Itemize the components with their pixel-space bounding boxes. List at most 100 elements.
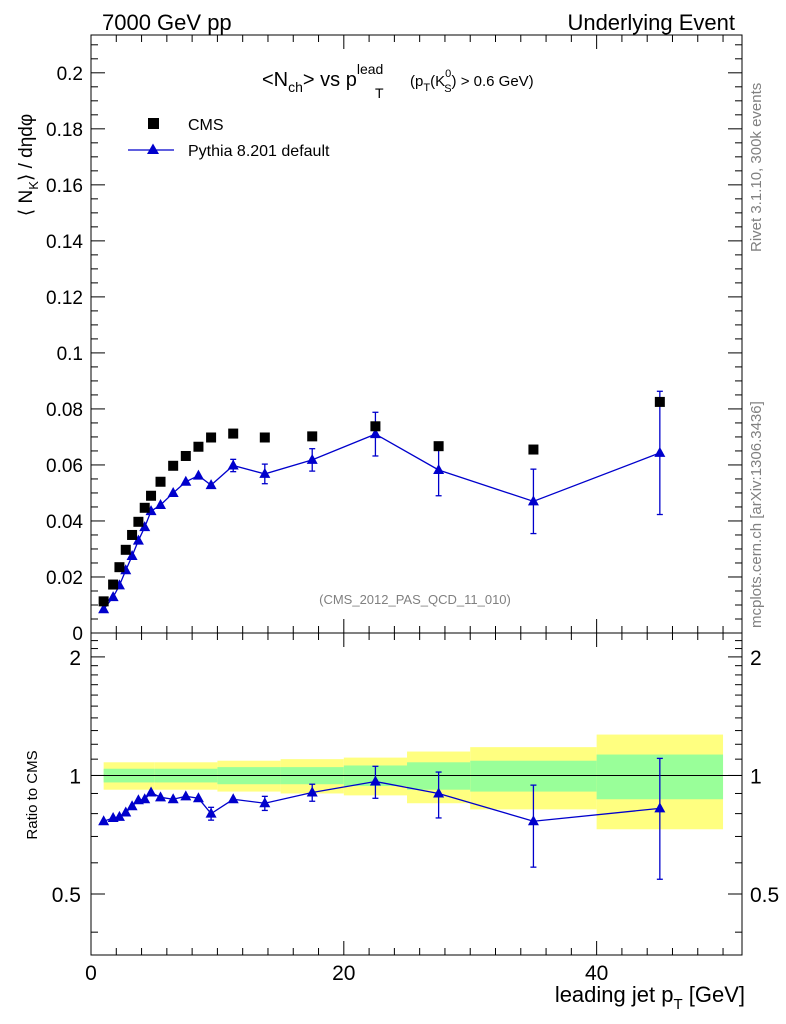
pythia-point: [205, 479, 217, 490]
cms-point: [98, 596, 109, 607]
ratio-pythia-point: [180, 790, 192, 801]
pythia-point: [155, 498, 167, 509]
ytick-label: 0.16: [46, 176, 83, 197]
ylabel-open: ⟨ N: [16, 190, 37, 216]
ytick-label: 0.1: [57, 344, 83, 365]
ratio-pythia-point: [306, 786, 318, 797]
ratio-axis-ticks: 0.5 0.51 12 20 20 40: [52, 633, 779, 985]
title-cut-sub: T: [423, 82, 430, 94]
pythia-point: [98, 603, 110, 614]
title-nch: <N: [262, 69, 288, 91]
xlabel-main: leading jet p: [555, 982, 674, 1007]
cms-point: [370, 421, 381, 432]
ratio-pythia-point: [155, 791, 167, 802]
pythia-point: [107, 591, 119, 602]
main-title: <Nch> vs plead: [262, 61, 383, 95]
title-cut-k: (K: [430, 73, 445, 90]
ytick-label: 0.2: [57, 64, 83, 85]
pythia-point: [126, 549, 138, 560]
cms-point: [206, 432, 217, 443]
ratio-ytick-label-right: 2: [750, 647, 762, 670]
ratio-xlabel: leading jet pT [GeV]: [555, 982, 745, 1013]
header-right: Underlying Event: [567, 10, 735, 35]
main-ylabel: ⟨ NK⟩ / dηdφ: [16, 114, 41, 216]
ratio-ytick-label: 2: [69, 647, 81, 670]
ratio-pythia-point: [527, 815, 539, 826]
ytick-label: 0.02: [46, 568, 83, 589]
pythia-point: [527, 495, 539, 506]
cms-point: [307, 431, 318, 442]
title-nch-sub: ch: [288, 79, 303, 95]
ratio-frame: [90, 632, 743, 956]
cms-point: [114, 562, 125, 573]
ratio-pythia-point: [227, 793, 239, 804]
ratio-pythia-point: [120, 806, 132, 817]
pythia-point: [167, 486, 179, 497]
title-vs: > vs p: [303, 69, 357, 91]
cms-point: [127, 529, 138, 540]
ratio-pythia-point: [654, 802, 666, 813]
ratio-panel: 0.5 0.51 12 20 20 40 Ratio to CMS leading jet…: [24, 632, 779, 1013]
title-cut-close: ) > 0.6 GeV): [452, 73, 534, 90]
title-cut-k-sup: 0: [445, 68, 451, 80]
main-panel: 00.020.040.060.080.10.120.140.160.180.2 …: [16, 34, 743, 645]
title-p-sup: lead: [357, 61, 383, 77]
cms-point: [120, 544, 131, 555]
legend-cms-marker: [148, 118, 159, 129]
header-left: 7000 GeV pp: [102, 10, 232, 35]
legend-pythia-label: Pythia 8.201 default: [188, 143, 330, 160]
ratio-pythia-point: [145, 786, 157, 797]
xtick-label: 40: [585, 962, 608, 985]
cms-point: [193, 441, 204, 452]
pythia-point: [369, 428, 381, 439]
pythia-point: [654, 446, 666, 457]
xtick-label: 0: [85, 962, 97, 985]
ratio-pythia-point: [167, 793, 179, 804]
ytick-label: 0.04: [46, 512, 83, 533]
title-cut-open: (p: [410, 73, 423, 90]
ylabel-sub: K: [26, 181, 41, 190]
pythia-point: [227, 459, 239, 470]
title-cut-k-sub: S: [444, 83, 451, 95]
pythia-point: [433, 463, 445, 474]
cms-point: [654, 396, 665, 407]
ratio-marks: [98, 757, 666, 880]
ratio-ylabel: Ratio to CMS: [24, 750, 41, 839]
cms-point: [139, 502, 150, 513]
ratio-pythia-point: [126, 800, 138, 811]
ratio-pythia-point: [259, 797, 271, 808]
cms-point: [528, 444, 539, 455]
legend-cms-label: CMS: [188, 117, 224, 134]
cms-point: [168, 460, 179, 471]
cms-point: [133, 516, 144, 527]
title-p-sub: T: [375, 85, 384, 101]
legend-pythia-marker: [147, 143, 159, 154]
xlabel-unit: [GeV]: [683, 982, 745, 1007]
cms-point: [259, 432, 270, 443]
title-cut: (pT(K0 S) > 0.6 GeV): [410, 68, 534, 95]
ratio-pythia-point: [139, 793, 151, 804]
cms-point: [146, 490, 157, 501]
ratio-ytick-label: 1: [69, 765, 81, 788]
cms-point: [155, 476, 166, 487]
ratio-ytick-label-right: 1: [750, 765, 762, 788]
pythia-point: [192, 469, 204, 480]
ytick-label: 0.14: [46, 232, 83, 253]
ratio-pythia-point: [433, 787, 445, 798]
ratio-ytick-label-right: 0.5: [750, 884, 779, 907]
ratio-pythia-point: [369, 775, 381, 786]
ytick-label: 0.08: [46, 400, 83, 421]
cms-point: [108, 579, 119, 590]
ratio-pythia-point: [192, 792, 204, 803]
pythia-point: [132, 534, 144, 545]
ratio-uncertainty-bands: [91, 734, 742, 830]
ytick-label: 0.18: [46, 120, 83, 141]
pythia-point: [306, 453, 318, 464]
ylabel-close: ⟩ / dηdφ: [16, 114, 37, 181]
pythia-point: [180, 475, 192, 486]
ratio-pythia-point: [113, 810, 125, 821]
mcplots-label: mcplots.cern.ch [arXiv:1306.3436]: [748, 401, 765, 628]
analysis-watermark: (CMS_2012_PAS_QCD_11_010): [319, 592, 511, 607]
ytick-label: 0: [72, 624, 83, 645]
cms-point: [180, 450, 191, 461]
